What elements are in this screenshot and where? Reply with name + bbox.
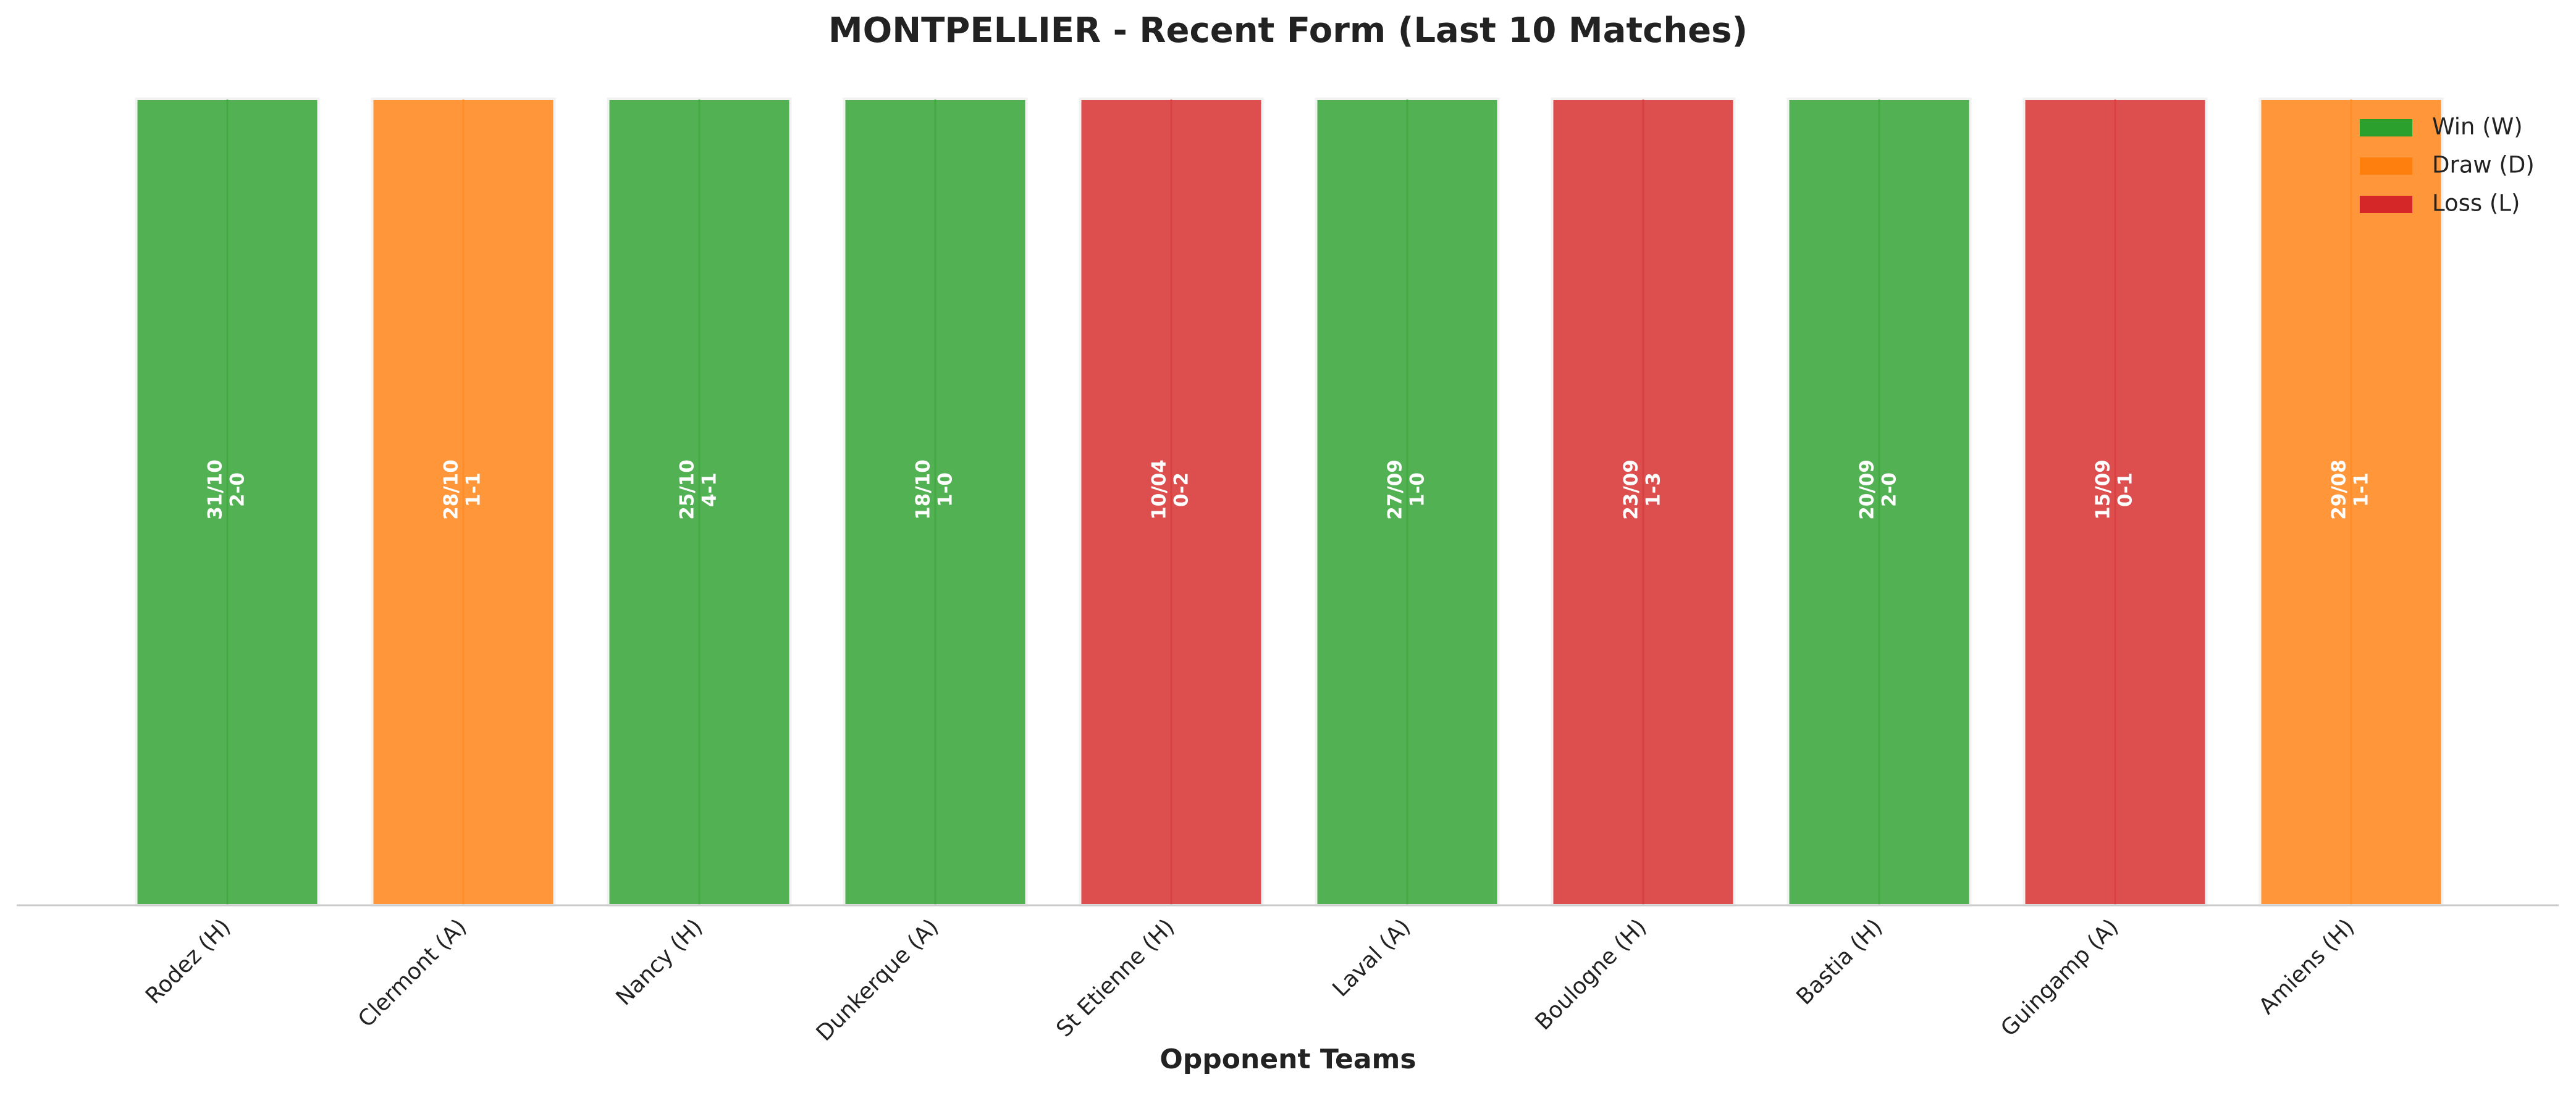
match-score: 1-1: [463, 472, 485, 507]
bar-label: 20/09 2-0: [1856, 459, 1901, 520]
bar: [2258, 98, 2444, 907]
bar: [607, 98, 792, 907]
bar-label: 31/10 2-0: [204, 459, 249, 520]
bar-label: 18/10 1-0: [912, 459, 957, 520]
match-date: 28/10: [440, 459, 463, 520]
bar-label: 27/09 1-0: [1384, 459, 1429, 520]
legend-swatch: [2360, 157, 2412, 175]
match-score: 2-0: [227, 472, 249, 507]
match-date: 25/10: [676, 459, 699, 520]
x-tick-label: St Etienne (H): [1051, 914, 1179, 1042]
legend-label: Draw (D): [2432, 152, 2535, 178]
match-score: 1-3: [1643, 472, 1665, 507]
bar-label: 15/09 0-1: [2092, 459, 2137, 520]
match-date: 27/09: [1384, 459, 1407, 520]
match-date: 18/10: [912, 459, 935, 520]
bar-label: 28/10 1-1: [440, 459, 485, 520]
match-score: 1-0: [1407, 472, 1429, 507]
legend-label: Loss (L): [2432, 190, 2520, 217]
x-axis-label: Opponent Teams: [1160, 1044, 1416, 1075]
bar: [1079, 98, 1264, 907]
bar-label: 25/10 4-1: [676, 459, 721, 520]
x-tick-label: Amiens (H): [2254, 914, 2359, 1019]
bar: [843, 98, 1028, 907]
x-tick-label: Nancy (H): [612, 914, 708, 1010]
x-tick-label: Dunkerque (A): [812, 914, 944, 1046]
legend-swatch: [2360, 196, 2412, 213]
bar-label: 10/04 0-2: [1148, 459, 1193, 520]
match-score: 0-1: [2115, 472, 2137, 507]
match-date: 29/08: [2328, 459, 2351, 520]
chart-title: MONTPELLIER - Recent Form (Last 10 Match…: [828, 10, 1748, 51]
match-score: 1-1: [2351, 472, 2373, 507]
bar: [135, 98, 320, 907]
legend-swatch: [2360, 119, 2412, 136]
match-date: 31/10: [204, 459, 227, 520]
bar-label: 29/08 1-1: [2328, 459, 2373, 520]
match-date: 23/09: [1620, 459, 1643, 520]
bar-label: 23/09 1-3: [1620, 459, 1665, 520]
match-date: 10/04: [1148, 459, 1171, 520]
x-tick-label: Boulogne (H): [1531, 914, 1652, 1035]
legend-label: Win (W): [2432, 114, 2523, 140]
x-tick-label: Rodez (H): [141, 914, 235, 1008]
match-date: 15/09: [2092, 459, 2115, 520]
match-score: 4-1: [699, 472, 721, 507]
bar: [371, 98, 556, 907]
match-score: 0-2: [1171, 472, 1193, 507]
x-tick-label: Laval (A): [1328, 914, 1416, 1002]
match-score: 1-0: [935, 472, 957, 507]
bar: [1315, 98, 1500, 907]
x-tick-label: Clermont (A): [353, 914, 471, 1032]
x-tick-label: Guingamp (A): [1996, 914, 2123, 1041]
match-score: 2-0: [1879, 472, 1901, 507]
x-tick-label: Bastia (H): [1791, 914, 1887, 1010]
bar: [1551, 98, 1736, 907]
match-date: 20/09: [1856, 459, 1879, 520]
